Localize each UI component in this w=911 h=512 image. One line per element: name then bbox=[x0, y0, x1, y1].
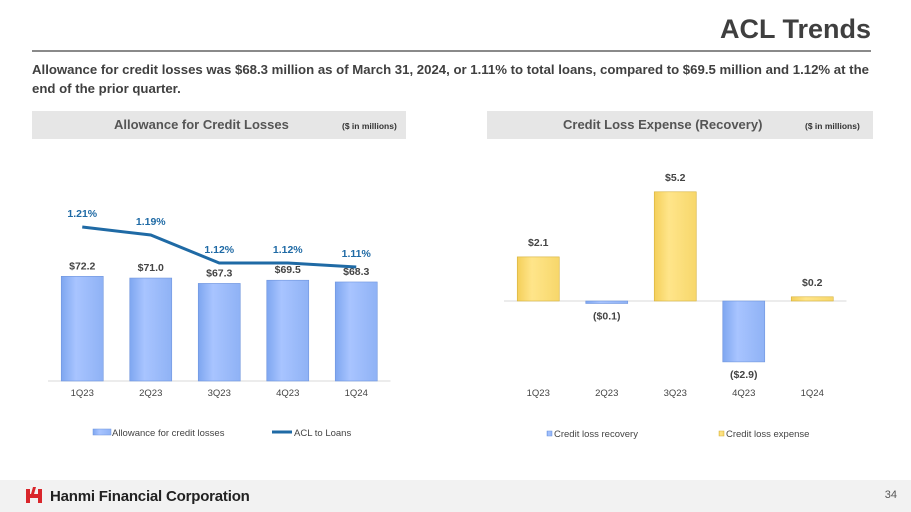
acl-bar bbox=[129, 277, 173, 382]
acl-x-tick-label: 1Q24 bbox=[345, 388, 368, 399]
acl-x-tick-label: 2Q23 bbox=[139, 388, 162, 399]
acl-panel-title: Allowance for Credit Losses bbox=[114, 117, 289, 132]
acl-ratio-label: 1.11% bbox=[342, 248, 372, 260]
expense-x-tick-label: 2Q23 bbox=[595, 388, 618, 399]
expense-value-label: ($2.9) bbox=[730, 369, 757, 381]
expense-bar bbox=[653, 191, 697, 302]
acl-ratio-line bbox=[82, 225, 357, 269]
company-logo: Hanmi Financial Corporation bbox=[24, 487, 250, 505]
acl-ratio-label: 1.21% bbox=[67, 208, 97, 220]
recovery-legend-label: Credit loss recovery bbox=[554, 429, 638, 440]
expense-x-tick-label: 1Q24 bbox=[801, 388, 824, 399]
expense-legend-swatch bbox=[718, 430, 725, 437]
acl-x-tick-label: 4Q23 bbox=[276, 388, 299, 399]
acl-bar-value-label: $69.5 bbox=[275, 264, 301, 276]
acl-bar-value-label: $71.0 bbox=[138, 262, 164, 274]
expense-panel-title: Credit Loss Expense (Recovery) bbox=[563, 117, 763, 132]
acl-ratio-label: 1.12% bbox=[273, 244, 303, 256]
page-number: 34 bbox=[884, 489, 897, 501]
expense-value-label: $5.2 bbox=[665, 172, 686, 184]
expense-bar bbox=[790, 296, 834, 302]
charts-canvas: $72.2 1Q23 1.21% $71.0 2Q23 1.19% $67.3 3Q23 1.1… bbox=[48, 172, 847, 440]
acl-x-tick-label: 1Q23 bbox=[71, 388, 94, 399]
acl-bar bbox=[334, 281, 378, 382]
acl-panel-unit: ($ in millions) bbox=[342, 121, 397, 131]
acl-bar bbox=[197, 283, 241, 382]
acl-bar bbox=[60, 276, 104, 382]
recovery-legend-swatch bbox=[546, 430, 553, 437]
acl-bar-value-label: $68.3 bbox=[343, 266, 369, 278]
expense-panel-unit: ($ in millions) bbox=[805, 121, 860, 131]
acl-legend-label-line: ACL to Loans bbox=[294, 428, 351, 439]
company-name: Hanmi Financial Corporation bbox=[50, 487, 250, 505]
acl-ratio-label: 1.19% bbox=[136, 216, 166, 228]
hanmi-logo-icon bbox=[26, 487, 42, 503]
expense-value-label: $0.2 bbox=[802, 277, 823, 289]
expense-x-tick-label: 1Q23 bbox=[527, 388, 550, 399]
recovery-bar bbox=[722, 300, 766, 363]
expense-value-label: ($0.1) bbox=[593, 311, 620, 323]
acl-ratio-label: 1.12% bbox=[204, 244, 234, 256]
expense-x-tick-label: 4Q23 bbox=[732, 388, 755, 399]
page-title: ACL Trends bbox=[719, 14, 871, 44]
acl-bar-value-label: $67.3 bbox=[206, 267, 232, 279]
expense-panel-header: Credit Loss Expense (Recovery) ($ in mil… bbox=[487, 111, 873, 139]
acl-x-tick-label: 3Q23 bbox=[208, 388, 231, 399]
recovery-bar bbox=[585, 300, 629, 304]
acl-legend-label-bar: Allowance for credit losses bbox=[112, 428, 225, 439]
expense-legend-label: Credit loss expense bbox=[726, 429, 809, 440]
acl-legend-swatch-bar bbox=[92, 428, 112, 436]
expense-value-label: $2.1 bbox=[528, 237, 549, 249]
title-divider bbox=[32, 50, 871, 52]
expense-bar bbox=[516, 256, 560, 302]
footer-bar: Hanmi Financial Corporation 34 bbox=[0, 480, 911, 512]
acl-bar-value-label: $72.2 bbox=[69, 260, 95, 272]
expense-x-tick-label: 3Q23 bbox=[664, 388, 687, 399]
acl-bar bbox=[266, 279, 310, 382]
page-subtitle: Allowance for credit losses was $68.3 mi… bbox=[32, 62, 869, 96]
acl-panel-header: Allowance for Credit Losses ($ in millio… bbox=[32, 111, 406, 139]
